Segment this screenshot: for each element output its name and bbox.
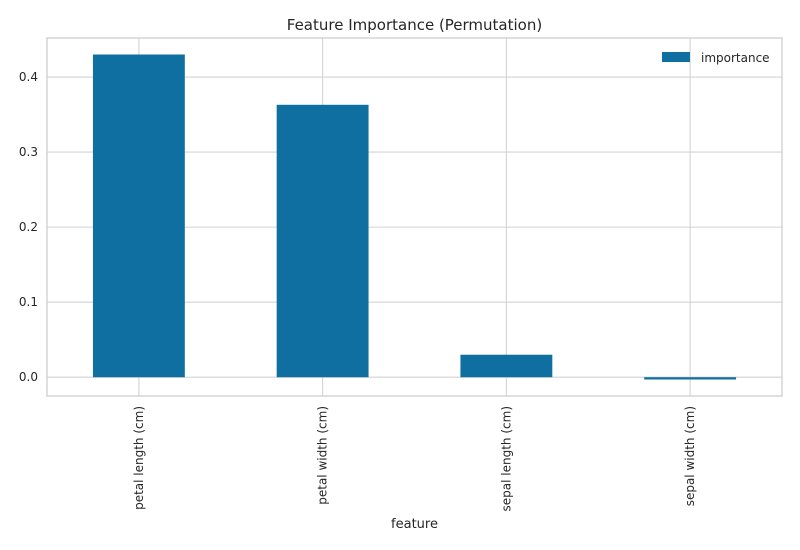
x-tick-label: sepal length (cm) [499, 406, 513, 511]
y-tick-label: 0.1 [19, 295, 38, 309]
y-tick-label: 0.3 [19, 145, 38, 159]
chart-title: Feature Importance (Permutation) [287, 16, 542, 34]
legend-label: importance [701, 51, 770, 65]
legend-swatch [662, 52, 690, 62]
x-tick-label: petal length (cm) [132, 406, 146, 510]
axes-frame [46, 37, 783, 397]
bars [92, 54, 737, 380]
bar [92, 54, 185, 378]
y-tick-label: 0.4 [19, 70, 38, 84]
y-tick-label: 0.2 [19, 220, 38, 234]
x-axis-label: feature [391, 517, 438, 532]
legend: importance [662, 51, 770, 65]
x-tick-label: sepal width (cm) [683, 406, 697, 506]
bar [460, 354, 553, 378]
x-tick-label: petal width (cm) [316, 406, 330, 505]
x-tick-labels: petal length (cm) petal width (cm) sepal l… [132, 406, 697, 511]
bar [644, 377, 737, 380]
y-tick-labels: 0.0 0.1 0.2 0.3 0.4 [19, 70, 38, 384]
y-tick-label: 0.0 [19, 370, 38, 384]
bar [276, 104, 369, 378]
